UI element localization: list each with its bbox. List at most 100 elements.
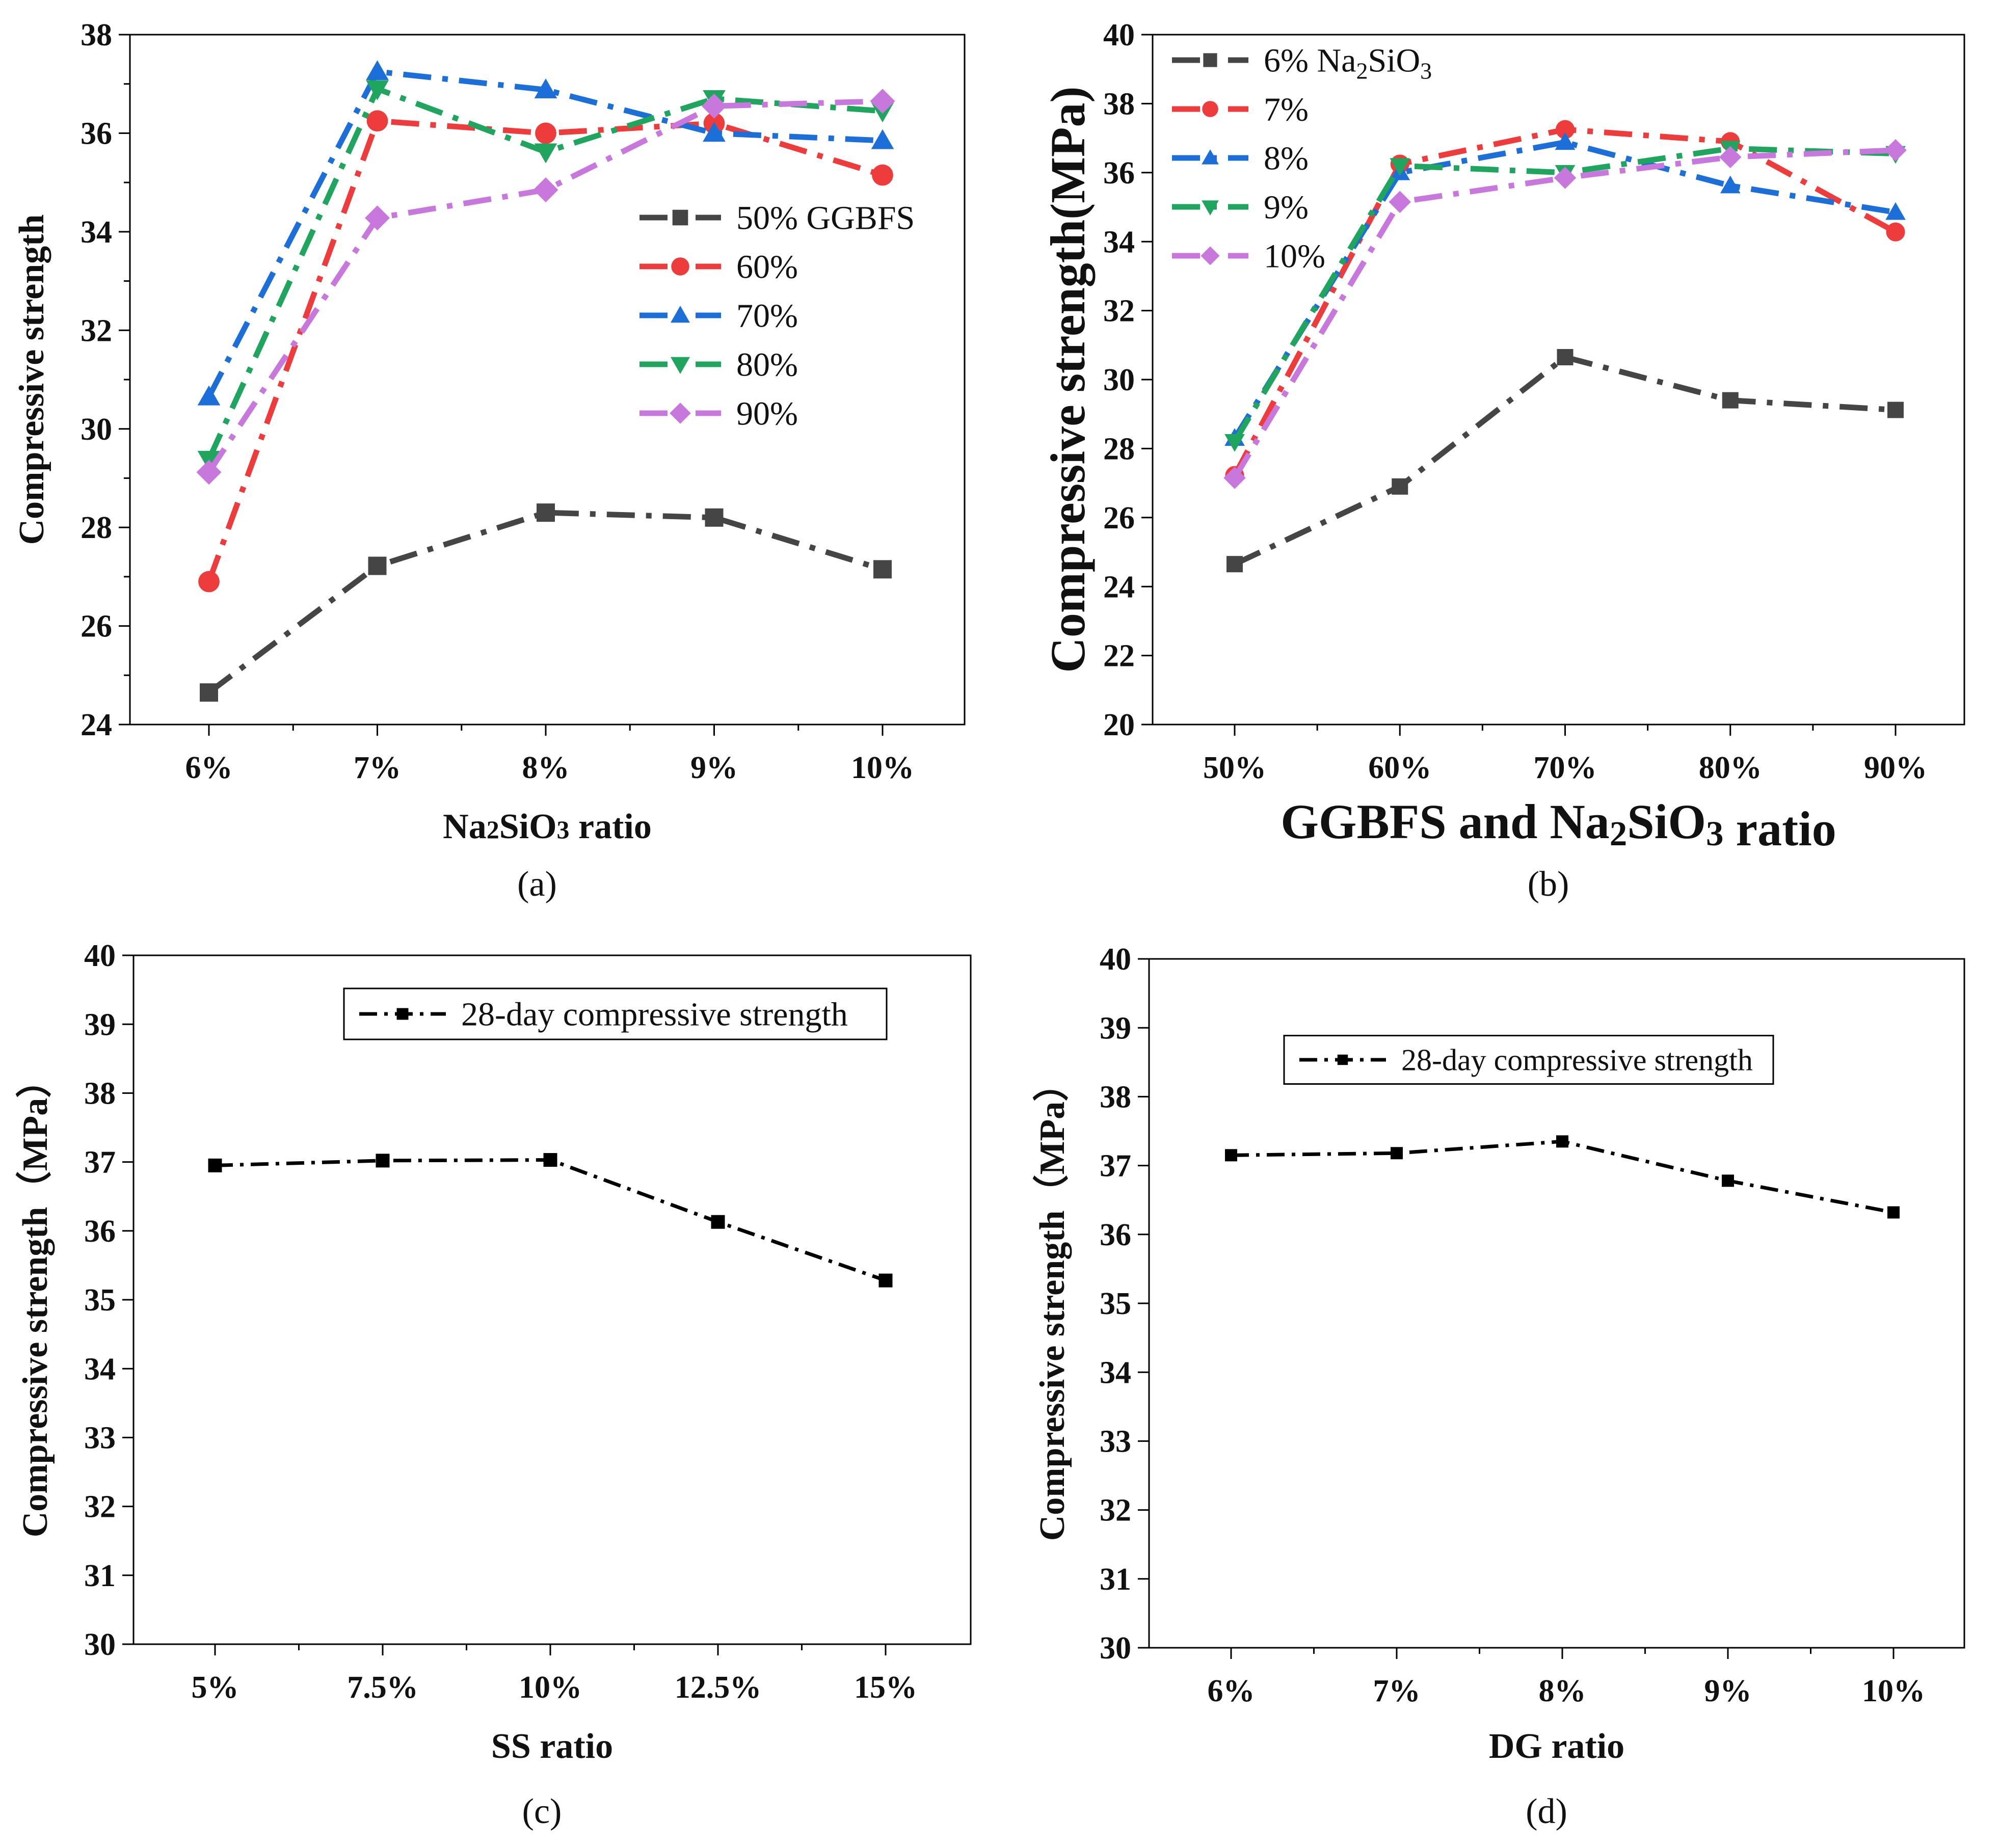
- series-line: [1231, 1139, 1894, 1214]
- data-point: [1226, 556, 1243, 573]
- y-tick-label: 38: [84, 1076, 116, 1111]
- x-tick-label: 6%: [1208, 1674, 1255, 1708]
- y-tick-label: 32: [1103, 294, 1135, 329]
- data-point: [200, 683, 218, 702]
- x-tick-label: 7.5%: [347, 1670, 418, 1705]
- y-tick-label: 36: [84, 1214, 116, 1249]
- data-point: [1391, 1147, 1403, 1160]
- x-tick-label: 6%: [185, 751, 233, 785]
- data-point: [1887, 401, 1904, 418]
- x-tick-label: 70%: [1534, 751, 1597, 785]
- data-point: [198, 571, 220, 593]
- y-tick-label: 40: [1103, 18, 1135, 52]
- legend-marker: [670, 403, 691, 424]
- y-tick-label: 40: [1100, 942, 1131, 977]
- x-tick-label: 60%: [1368, 751, 1431, 785]
- y-tick-label: 38: [81, 18, 112, 52]
- legend-entry: 28-day compressive strength: [461, 996, 848, 1033]
- data-point: [1223, 467, 1246, 489]
- data-point: [376, 1154, 390, 1168]
- y-tick-label: 34: [84, 1352, 116, 1386]
- y-tick-label: 39: [1100, 1011, 1131, 1046]
- y-tick-label: 31: [84, 1559, 116, 1593]
- data-point: [1886, 222, 1905, 242]
- data-point: [537, 503, 555, 522]
- data-point: [1884, 139, 1907, 162]
- series-line: [215, 1158, 887, 1282]
- data-point: [702, 93, 727, 119]
- y-tick-label: 20: [1103, 708, 1135, 742]
- data-point: [533, 177, 558, 203]
- y-tick-label: 33: [84, 1421, 116, 1455]
- legend-entry: 50% GGBFS: [736, 199, 915, 236]
- y-tick-label: 34: [81, 215, 112, 250]
- y-axis-label: Compressive strength: [12, 215, 51, 545]
- y-tick-label: 28: [81, 511, 112, 545]
- data-point: [1885, 202, 1906, 220]
- y-tick-label: 34: [1100, 1355, 1131, 1390]
- data-point: [1720, 175, 1741, 194]
- data-point: [535, 122, 556, 144]
- x-axis-label: Na2SiO3 ratio: [443, 807, 652, 846]
- legend-marker: [671, 306, 690, 323]
- y-tick-label: 30: [1100, 1631, 1131, 1666]
- panel-caption: (c): [522, 1792, 562, 1831]
- data-point: [534, 78, 557, 99]
- y-tick-label: 32: [84, 1490, 116, 1524]
- y-tick-label: 36: [81, 117, 112, 151]
- legend-entry: 10%: [1264, 237, 1325, 275]
- data-point: [196, 460, 222, 485]
- x-tick-label: 12.5%: [675, 1670, 762, 1705]
- x-tick-label: 8%: [522, 751, 570, 785]
- y-tick-label: 35: [1100, 1287, 1131, 1321]
- x-tick-label: 7%: [1373, 1674, 1421, 1708]
- data-point: [534, 143, 557, 164]
- y-tick-label: 24: [81, 708, 112, 742]
- data-point: [366, 80, 389, 100]
- x-tick-label: 7%: [354, 751, 401, 785]
- data-point: [1722, 392, 1739, 409]
- series-line: [206, 69, 883, 398]
- y-tick-label: 26: [1103, 501, 1135, 535]
- data-point: [366, 110, 388, 132]
- panel-caption: (a): [517, 865, 557, 904]
- legend-marker: [1202, 149, 1219, 165]
- legend-entry: 8%: [1264, 140, 1309, 177]
- legend-entry: 80%: [736, 346, 798, 383]
- legend-marker: [396, 1008, 409, 1020]
- panel-caption: (d): [1526, 1792, 1567, 1831]
- y-tick-label: 36: [1103, 156, 1135, 191]
- series-line: [1232, 145, 1896, 443]
- y-tick-label: 32: [81, 313, 112, 348]
- data-point: [705, 508, 724, 527]
- data-point: [871, 129, 894, 149]
- data-point: [873, 560, 892, 579]
- x-tick-label: 10%: [1862, 1674, 1925, 1708]
- x-tick-label: 10%: [519, 1670, 582, 1705]
- series-line: [1233, 354, 1896, 567]
- y-tick-label: 32: [1100, 1493, 1131, 1528]
- data-point: [1224, 434, 1245, 452]
- data-point: [870, 89, 895, 114]
- data-point: [1392, 478, 1408, 495]
- y-tick-label: 36: [1100, 1218, 1131, 1252]
- data-point: [1390, 158, 1410, 176]
- data-point: [365, 205, 390, 231]
- legend: 28-day compressive strength: [1283, 1035, 1774, 1085]
- x-tick-label: 15%: [854, 1670, 917, 1705]
- x-tick-label: 9%: [690, 751, 738, 785]
- legend-marker: [1203, 53, 1217, 67]
- y-axis-label: Compressive strength(MPa): [1041, 87, 1095, 673]
- data-point: [197, 385, 221, 406]
- y-tick-label: 24: [1103, 570, 1135, 604]
- legend-marker: [1201, 246, 1220, 265]
- data-point: [1887, 1206, 1900, 1219]
- y-tick-label: 30: [81, 412, 112, 447]
- x-tick-label: 5%: [192, 1670, 239, 1705]
- data-point: [1719, 146, 1742, 169]
- data-point: [872, 164, 893, 186]
- y-tick-label: 28: [1103, 432, 1135, 466]
- chart-panel-b: 20 22 24 26 28 30 32 34 36 38 40 50% 60% 70% 80% 90% GGB…: [1041, 18, 1965, 904]
- x-tick-label: 50%: [1203, 751, 1266, 785]
